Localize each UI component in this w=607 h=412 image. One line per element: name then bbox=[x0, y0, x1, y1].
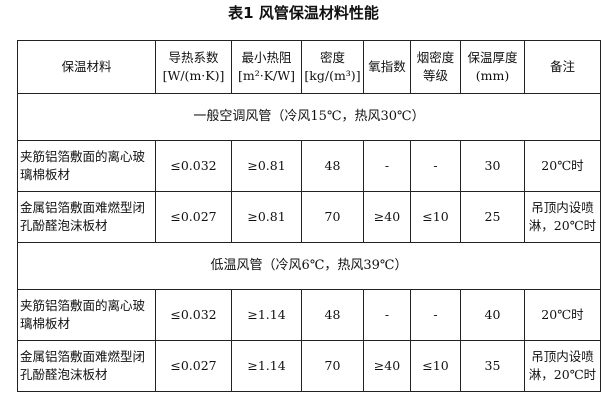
table-cell: 25 bbox=[460, 191, 525, 243]
column-header: 烟密度等级 bbox=[410, 40, 461, 94]
table-title: 表1 风管保温材料性能 bbox=[228, 4, 379, 22]
table-cell: 70 bbox=[301, 191, 364, 243]
table-cell: - bbox=[363, 289, 411, 341]
table-cell: ≤0.032 bbox=[155, 289, 232, 341]
column-header: 保温材料 bbox=[17, 40, 156, 94]
column-header: 密度[kg/(m³)] bbox=[301, 40, 364, 94]
table-cell: ≥40 bbox=[363, 191, 411, 243]
table-cell: 金属铝箔敷面难燃型闭孔酚醛泡沫板材 bbox=[17, 340, 156, 392]
table-cell: ≥1.14 bbox=[231, 340, 302, 392]
table-cell: ≤0.027 bbox=[155, 340, 232, 392]
column-header: 最小热阻[m²·K/W] bbox=[231, 40, 302, 94]
section-row: 一般空调风管（冷风15℃，热风30℃） bbox=[17, 93, 601, 141]
table-cell: ≤0.032 bbox=[155, 140, 232, 192]
column-header: 保温厚度(mm) bbox=[460, 40, 525, 94]
section-heading: 低温风管（冷风6℃，热风39℃） bbox=[17, 242, 601, 290]
table-row: 金属铝箔敷面难燃型闭孔酚醛泡沫板材 ≤0.027 ≥0.81 70 ≥40 ≤10 25 吊顶… bbox=[17, 191, 601, 243]
table-cell: 夹筋铝箔敷面的离心玻璃棉板材 bbox=[17, 289, 156, 341]
table-cell: ≤10 bbox=[410, 191, 461, 243]
table-cell: 70 bbox=[301, 340, 364, 392]
table-row: 夹筋铝箔敷面的离心玻璃棉板材 ≤0.032 ≥1.14 48- -40 20℃时 bbox=[17, 289, 601, 341]
table-cell: 吊顶内设喷淋，20℃时 bbox=[524, 340, 601, 392]
table-cell: - bbox=[410, 289, 461, 341]
table-row: 夹筋铝箔敷面的离心玻璃棉板材 ≤0.032 ≥0.81 48- -30 20℃时 bbox=[17, 140, 601, 192]
table-cell: ≥40 bbox=[363, 340, 411, 392]
table-cell: 20℃时 bbox=[524, 289, 601, 341]
table-cell: 20℃时 bbox=[524, 140, 601, 192]
section-heading: 一般空调风管（冷风15℃，热风30℃） bbox=[17, 93, 601, 141]
table-row: 金属铝箔敷面难燃型闭孔酚醛泡沫板材 ≤0.027 ≥1.14 70 ≥40 ≤10 35 吊顶… bbox=[17, 340, 601, 392]
table-cell: 30 bbox=[460, 140, 525, 192]
table-cell: ≥1.14 bbox=[231, 289, 302, 341]
table-cell: 夹筋铝箔敷面的离心玻璃棉板材 bbox=[17, 140, 156, 192]
table-cell: 40 bbox=[460, 289, 525, 341]
table-cell: 金属铝箔敷面难燃型闭孔酚醛泡沫板材 bbox=[17, 191, 156, 243]
table-cell: 吊顶内设喷淋，20℃时 bbox=[524, 191, 601, 243]
column-header: 备注 bbox=[524, 40, 601, 94]
section-row: 低温风管（冷风6℃，热风39℃） bbox=[17, 242, 601, 290]
table-cell: ≥0.81 bbox=[231, 140, 302, 192]
table-cell: 35 bbox=[460, 340, 525, 392]
table-cell: 48 bbox=[301, 289, 364, 341]
table-cell: - bbox=[410, 140, 461, 192]
table-cell: - bbox=[363, 140, 411, 192]
column-header: 氧指数 bbox=[363, 40, 411, 94]
table-cell: 48 bbox=[301, 140, 364, 192]
material-table: 保温材料 导热系数[W/(m·K)] 最小热阻[m²·K/W] 密度[kg/(m³)]… bbox=[17, 40, 601, 392]
table-cell: ≤10 bbox=[410, 340, 461, 392]
table-cell: ≥0.81 bbox=[231, 191, 302, 243]
table-cell: ≤0.027 bbox=[155, 191, 232, 243]
column-header: 导热系数[W/(m·K)] bbox=[155, 40, 232, 94]
header-row: 保温材料 导热系数[W/(m·K)] 最小热阻[m²·K/W] 密度[kg/(m³)]… bbox=[17, 40, 601, 94]
